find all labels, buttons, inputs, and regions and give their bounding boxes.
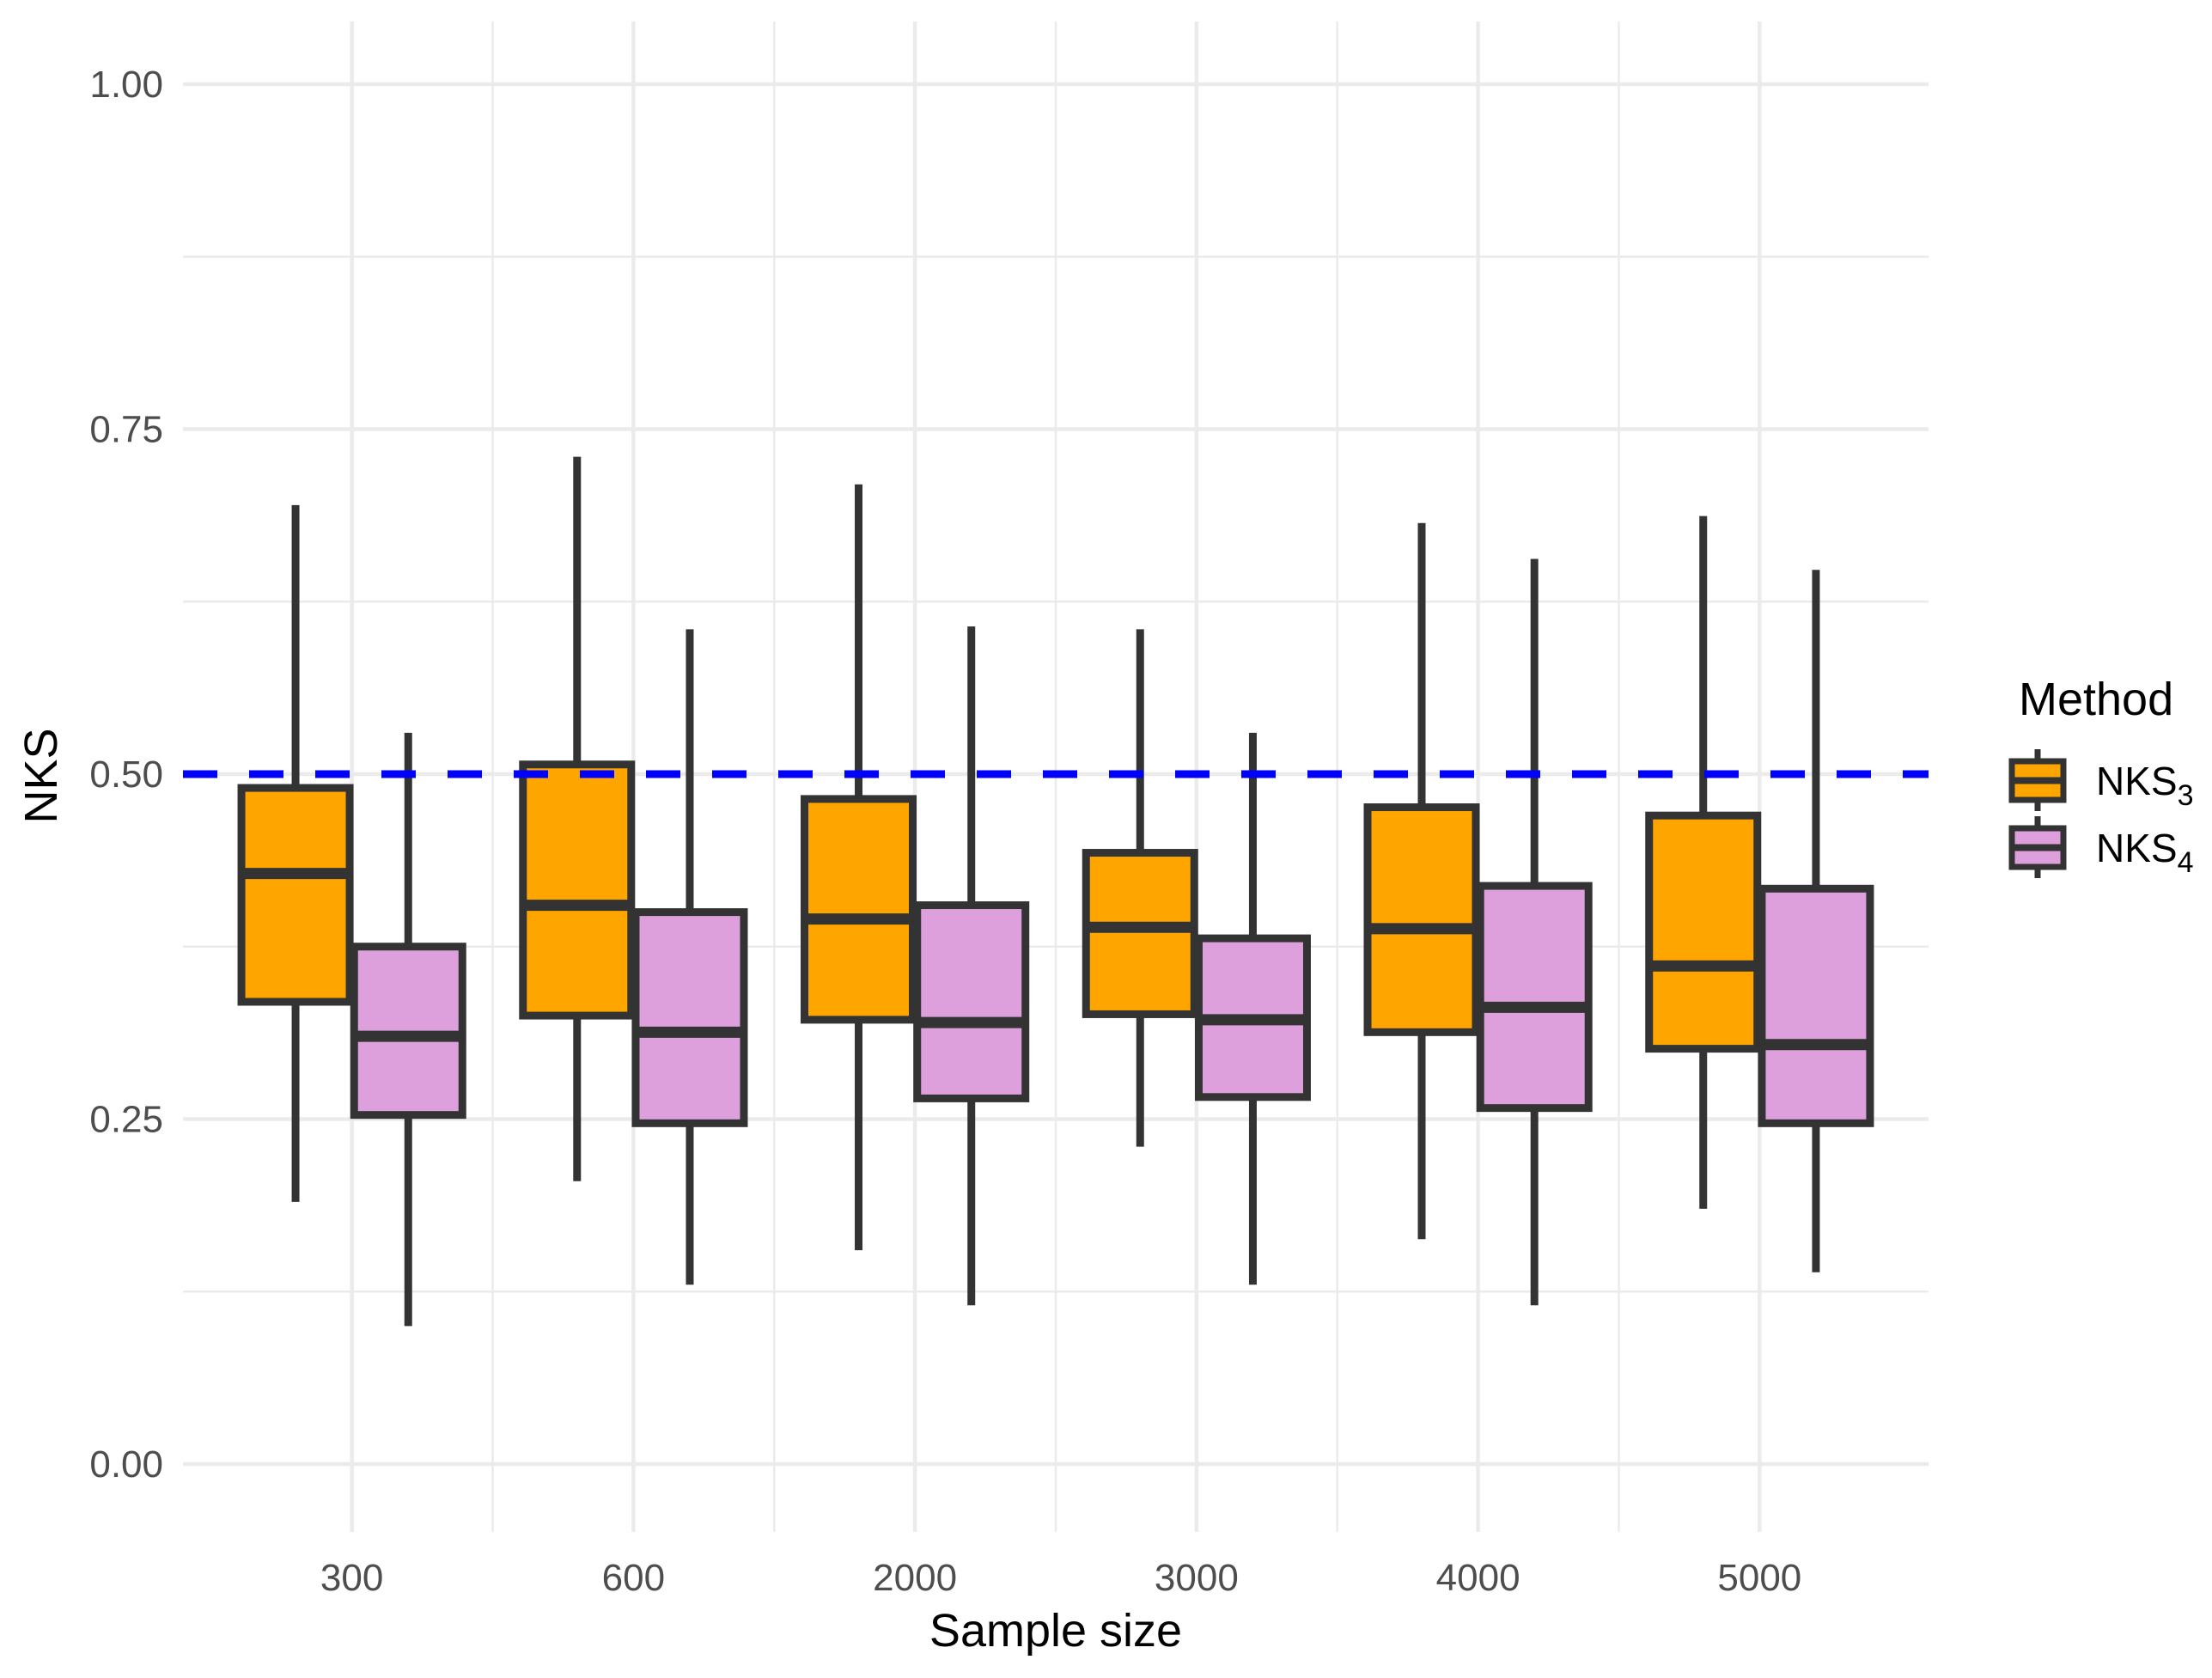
boxplot-NKS3-4000 <box>1363 522 1480 1240</box>
boxplot-NKS4-300 <box>350 732 466 1327</box>
legend-label-nks3: NKS3 <box>2096 759 2194 812</box>
boxplot-NKS4-4000 <box>1476 558 1593 1306</box>
boxplot-NKS4-600 <box>631 629 748 1285</box>
boxplot-NKS4-3000 <box>1194 732 1311 1285</box>
x-tick-label-4000: 4000 <box>1436 1557 1520 1599</box>
iqr-box <box>1082 849 1198 1018</box>
boxplot-NKS4-2000 <box>913 626 1030 1306</box>
legend-label-text: NKS <box>2096 759 2178 803</box>
iqr-box <box>801 795 917 1024</box>
y-tick-label-0.75: 0.75 <box>89 409 163 451</box>
legend-key-nks3-icon <box>2008 749 2067 811</box>
boxplot-NKS3-5000 <box>1645 516 1762 1209</box>
boxplot-NKS3-2000 <box>801 484 917 1251</box>
x-tick-label-2000: 2000 <box>873 1557 957 1599</box>
iqr-box <box>519 760 636 1020</box>
boxplot-NKS3-600 <box>519 456 636 1181</box>
legend: Method NKS3 NKS4 <box>2008 674 2194 879</box>
boxplot-NKS4-5000 <box>1758 570 1874 1272</box>
x-tick-label-3000: 3000 <box>1155 1557 1239 1599</box>
y-tick-label-0.25: 0.25 <box>89 1099 163 1141</box>
legend-label-subscript: 3 <box>2178 779 2194 812</box>
legend-label-nks4: NKS4 <box>2096 826 2194 879</box>
axis-tick-labels: 0.00 0.25 0.50 0.75 1.00 300 600 2000 3000 4000 50… <box>89 64 1801 1599</box>
x-tick-label-5000: 5000 <box>1717 1557 1801 1599</box>
y-tick-label-1.00: 1.00 <box>89 64 163 106</box>
iqr-box <box>631 908 748 1127</box>
iqr-box <box>237 784 354 1006</box>
boxplot-NKS3-3000 <box>1082 629 1198 1147</box>
legend-label-subscript: 4 <box>2178 846 2194 879</box>
box-layer <box>237 456 1874 1327</box>
x-tick-label-600: 600 <box>602 1557 665 1599</box>
iqr-box <box>1363 803 1480 1036</box>
x-tick-label-300: 300 <box>320 1557 383 1599</box>
legend-label-text: NKS <box>2096 826 2178 870</box>
iqr-box <box>1476 882 1593 1113</box>
y-axis-title: NKS <box>15 728 67 823</box>
boxplot-NKS3-300 <box>237 504 354 1202</box>
iqr-box <box>1758 884 1874 1127</box>
x-axis-title: Sample size <box>929 1605 1182 1657</box>
iqr-box <box>1645 811 1762 1053</box>
iqr-box <box>913 901 1030 1102</box>
y-tick-label-0.50: 0.50 <box>89 754 163 796</box>
legend-key-nks4-icon <box>2008 816 2067 878</box>
y-tick-label-0.00: 0.00 <box>89 1443 163 1486</box>
legend-title: Method <box>2019 674 2173 725</box>
